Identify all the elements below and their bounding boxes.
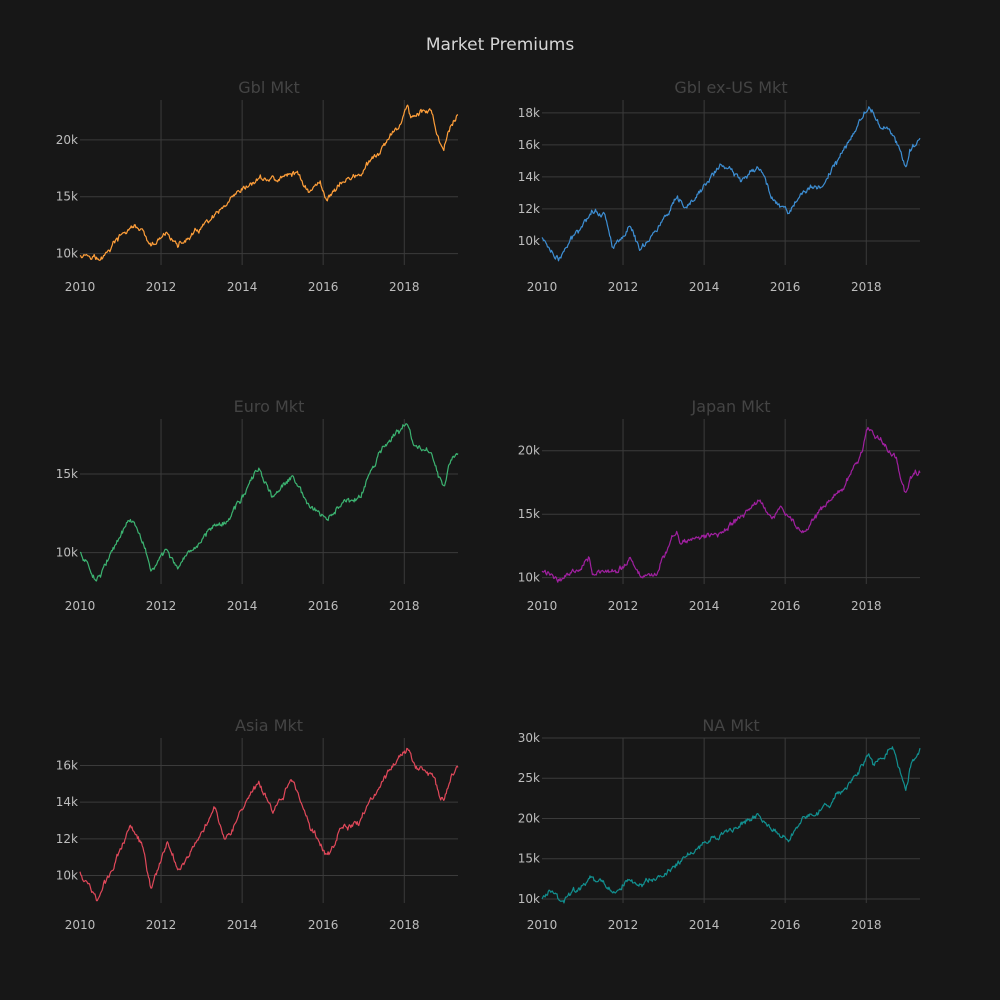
x-tick-label: 2012 — [608, 599, 639, 613]
y-tick-label: 12k — [518, 202, 540, 216]
x-tick-label: 2010 — [527, 918, 558, 932]
x-tick-label: 2016 — [770, 599, 801, 613]
y-tick-label: 15k — [56, 190, 78, 204]
x-tick-label: 2014 — [689, 599, 720, 613]
x-tick-label: 2018 — [389, 918, 420, 932]
x-tick-label: 2010 — [527, 280, 558, 294]
x-tick-label: 2014 — [227, 280, 258, 294]
x-tick-label: 2018 — [851, 280, 882, 294]
y-tick-label: 10k — [518, 234, 540, 248]
subplot-panel: Euro Mkt 2010 2012 2014 2016 2018 10k 15k — [56, 397, 459, 613]
y-tick-label: 14k — [56, 795, 78, 809]
y-tick-label: 15k — [518, 852, 540, 866]
chart-title: Market Premiums — [426, 35, 574, 55]
subplot-title: Gbl ex-US Mkt — [674, 78, 787, 97]
subplot-panel: Asia Mkt 2010 2012 2014 2016 2018 10k 12k 14k 16k — [56, 716, 459, 932]
x-tick-label: 2016 — [770, 280, 801, 294]
y-tick-label: 15k — [56, 467, 78, 481]
x-tick-label: 2012 — [146, 918, 177, 932]
subplot-panel: Gbl ex-US Mkt 2010 2012 2014 2016 2018 10k 12k 1… — [518, 78, 921, 294]
series-line — [79, 104, 459, 261]
y-tick-label: 20k — [518, 444, 540, 458]
x-tick-label: 2014 — [227, 599, 258, 613]
x-tick-label: 2018 — [851, 918, 882, 932]
y-tick-label: 12k — [56, 832, 78, 846]
y-tick-label: 10k — [518, 892, 540, 906]
y-tick-label: 18k — [518, 106, 540, 120]
series-line — [541, 746, 921, 904]
x-tick-label: 2014 — [227, 918, 258, 932]
series-line — [541, 106, 921, 262]
x-tick-label: 2016 — [308, 599, 339, 613]
y-tick-label: 16k — [518, 138, 540, 152]
subplot-title: Gbl Mkt — [238, 78, 299, 97]
y-tick-label: 10k — [56, 247, 78, 261]
y-tick-label: 25k — [518, 771, 540, 785]
subplot-title: NA Mkt — [702, 716, 759, 735]
y-tick-label: 10k — [56, 546, 78, 560]
y-tick-label: 16k — [56, 759, 78, 773]
y-tick-label: 20k — [518, 811, 540, 825]
x-tick-label: 2014 — [689, 280, 720, 294]
y-tick-label: 30k — [518, 731, 540, 745]
y-tick-label: 20k — [56, 133, 78, 147]
x-tick-label: 2012 — [146, 280, 177, 294]
subplot-title: Asia Mkt — [235, 716, 303, 735]
x-tick-label: 2010 — [65, 280, 96, 294]
series-line — [79, 423, 459, 582]
x-tick-label: 2014 — [689, 918, 720, 932]
subplot-title: Japan Mkt — [690, 397, 770, 416]
x-tick-label: 2016 — [308, 918, 339, 932]
x-tick-label: 2016 — [770, 918, 801, 932]
x-tick-label: 2018 — [389, 599, 420, 613]
x-tick-label: 2010 — [65, 918, 96, 932]
series-line — [79, 747, 459, 902]
subplot-panel: Gbl Mkt 2010 2012 2014 2016 2018 10k 15k 20k — [56, 78, 459, 294]
x-tick-label: 2012 — [146, 599, 177, 613]
y-tick-label: 15k — [518, 507, 540, 521]
subplot-panel: NA Mkt 2010 2012 2014 2016 2018 10k 15k 20k 25k 30… — [518, 716, 921, 932]
y-tick-label: 10k — [56, 869, 78, 883]
y-tick-label: 14k — [518, 170, 540, 184]
x-tick-label: 2010 — [65, 599, 96, 613]
x-tick-label: 2012 — [608, 918, 639, 932]
x-tick-label: 2018 — [851, 599, 882, 613]
subplot-title: Euro Mkt — [234, 397, 305, 416]
x-tick-label: 2016 — [308, 280, 339, 294]
x-tick-label: 2012 — [608, 280, 639, 294]
subplot-panel: Japan Mkt 2010 2012 2014 2016 2018 10k 15k 20k — [518, 397, 921, 613]
series-line — [541, 426, 921, 583]
x-tick-label: 2018 — [389, 280, 420, 294]
y-tick-label: 10k — [518, 571, 540, 585]
x-tick-label: 2010 — [527, 599, 558, 613]
